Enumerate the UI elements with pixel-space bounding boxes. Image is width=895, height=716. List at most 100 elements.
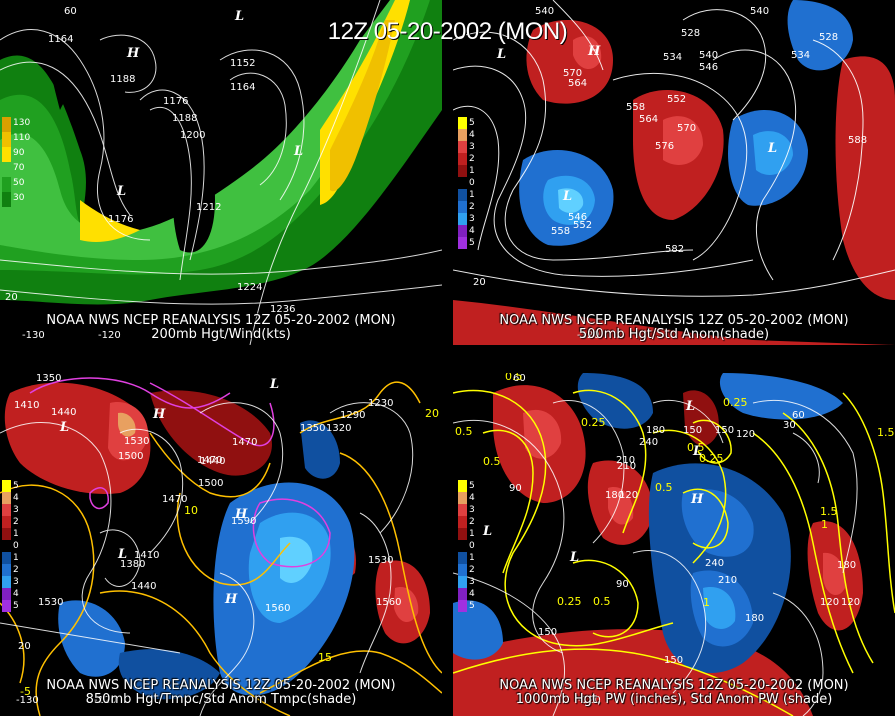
axis-label: -120 (577, 330, 600, 341)
contour-label: 1236 (270, 304, 295, 315)
legend-entry: 4 (458, 129, 492, 141)
pressure-center: L (117, 547, 127, 562)
contour-label: 528 (681, 28, 700, 39)
legend-entry: 2 (458, 153, 492, 165)
pressure-center: L (685, 399, 695, 414)
contour-label: 570 (563, 68, 582, 79)
contour-label: 1200 (180, 130, 205, 141)
legend-entry: 3 (2, 504, 36, 516)
anom-pos (835, 56, 895, 300)
contour-label: 540 (750, 6, 769, 17)
anom-pos (118, 412, 136, 437)
contour-label: 150 (664, 655, 683, 666)
contour-label: 1470 (232, 437, 257, 448)
anom-neg (787, 0, 853, 71)
legend-entry: 1 (2, 552, 36, 564)
legend-entry: 4 (458, 225, 492, 237)
legend-entry: 3 (2, 576, 36, 588)
contour-label: 1164 (48, 34, 73, 45)
pw-label: 0.25 (581, 416, 606, 429)
calm-region (0, 0, 120, 110)
contour-label: 1410 (134, 550, 159, 561)
axis-label: -120 (578, 695, 601, 706)
legend-200mb: 130 110 90 70 50 30 (2, 117, 36, 207)
contour-label: 1530 (124, 436, 149, 447)
legend-entry: 3 (458, 141, 492, 153)
contour-label: 546 (699, 62, 718, 73)
contour-label: 1380 (120, 559, 145, 570)
contour-label: 558 (626, 102, 645, 113)
legend-entry: 5 (2, 600, 36, 612)
contour-label: 90 (616, 579, 629, 590)
pw-label: 1.5 (820, 505, 838, 518)
legend-entry: 2 (2, 516, 36, 528)
pressure-center: H (587, 44, 601, 59)
anom-neg (558, 188, 584, 213)
contour-label: 1440 (131, 581, 156, 592)
anom-pos (683, 390, 719, 446)
legend-entry: 1 (458, 165, 492, 177)
contour-label: 120 (619, 490, 638, 501)
panel-500mb: 540 528 534 540 546 570 564 558 552 564 … (453, 0, 895, 345)
contour-label: 1350 (300, 423, 325, 434)
pressure-center: L (269, 377, 279, 392)
contour-label: 120 (820, 597, 839, 608)
height-contours (453, 399, 858, 716)
pressure-center: H (234, 507, 248, 522)
caption-line2: 850mb Hgt/Tmpc/Std Anom Tmpc(shade) (85, 692, 357, 707)
pressure-center: H (690, 492, 704, 507)
legend-entry: 4 (2, 492, 36, 504)
contour-label: 534 (663, 52, 682, 63)
calm-region-3 (232, 66, 290, 154)
contour-label: 150 (715, 425, 734, 436)
legend-entry: 2 (458, 564, 492, 576)
legend-entry: 5 (2, 480, 36, 492)
caption-line2: 1000mb Hgt, PW (inches), Std Anom PW (sh… (515, 692, 833, 707)
temp-label: 20 (425, 407, 439, 420)
contour-label: 1152 (230, 58, 255, 69)
height-contours (0, 0, 442, 345)
contour-label: 180 (837, 560, 856, 571)
contour-label: 1212 (196, 202, 221, 213)
legend-entry: 1 (458, 189, 492, 201)
legend-entry: 3 (458, 576, 492, 588)
pw-label: 0.25 (723, 396, 748, 409)
contour-label: 1350 (36, 373, 61, 384)
contour-label: 180 (646, 425, 665, 436)
main-title: 12Z 05-20-2002 (MON) (327, 18, 568, 45)
contour-label: 1230 (368, 398, 393, 409)
contour-label: 240 (705, 558, 724, 569)
legend-1000mb: 5 4 3 2 1 0 1 2 3 4 5 (458, 480, 492, 612)
contour-label: 240 (639, 437, 658, 448)
contour-label: 552 (667, 94, 686, 105)
contour-label: 1290 (340, 410, 365, 421)
contour-label: 1320 (326, 423, 351, 434)
contour-label: 582 (665, 244, 684, 255)
caption-line1: NOAA NWS NCEP REANALYSIS 12Z 05-20-2002 … (46, 313, 396, 328)
anom-pos (523, 409, 562, 459)
legend-entry: 1 (458, 552, 492, 564)
contour-label: 120 (736, 429, 755, 440)
map-500mb: 540 528 534 540 546 570 564 558 552 564 … (453, 0, 895, 345)
contour-label: 30 (783, 420, 796, 431)
legend-entry: 5 (458, 117, 492, 129)
caption-line1: NOAA NWS NCEP REANALYSIS 12Z 05-20-2002 … (499, 313, 849, 328)
legend-entry: 0 (458, 177, 492, 189)
axis-label: -120 (94, 695, 117, 706)
contour-label: 150 (538, 627, 557, 638)
anom-pos (663, 116, 703, 165)
legend-entry: 3 (458, 504, 492, 516)
height-contours (0, 402, 414, 716)
contour-label: 564 (568, 78, 587, 89)
legend-entry: 4 (458, 492, 492, 504)
height-contours (453, 0, 895, 297)
anom-pos (453, 300, 895, 345)
anom-neg (118, 649, 220, 700)
contour-label: 1530 (38, 597, 63, 608)
caption-line2: 500mb Hgt/Std Anom(shade) (578, 327, 770, 342)
anom-pos (608, 487, 634, 525)
axis-label: -130 (22, 330, 45, 341)
pw-label: 0.5 (593, 595, 611, 608)
legend-entry: 50 (2, 177, 36, 192)
pressure-center: L (234, 9, 244, 24)
